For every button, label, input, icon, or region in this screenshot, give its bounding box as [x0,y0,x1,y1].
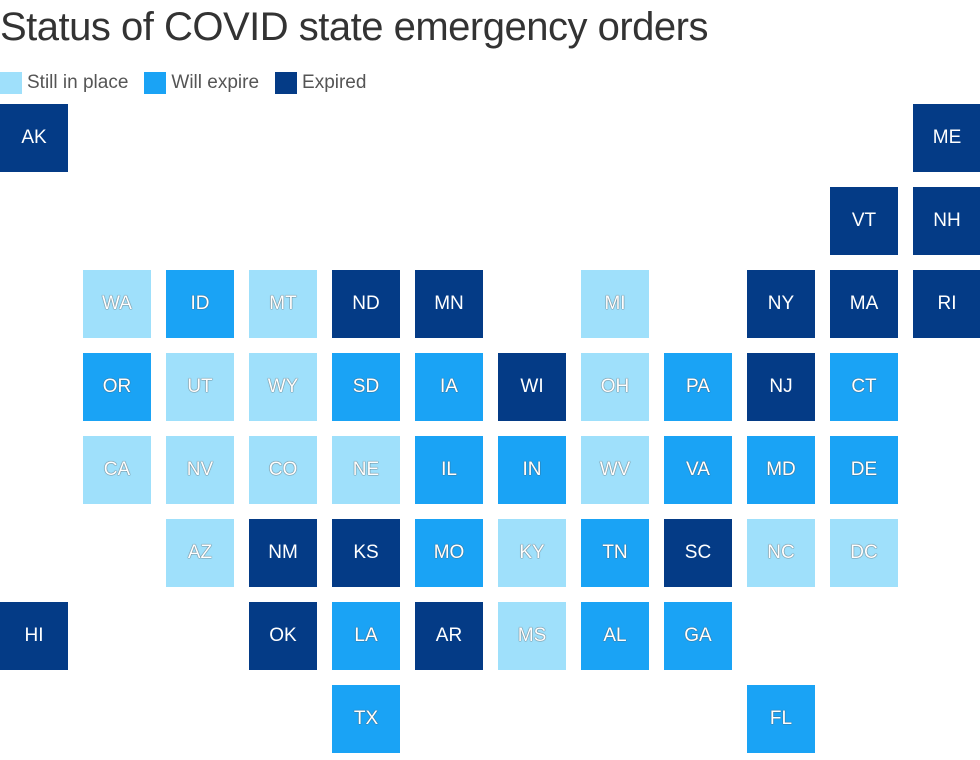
state-tile-vt: VT [830,187,898,255]
state-tile-ne: NE [332,436,400,504]
state-tile-nc: NC [747,519,815,587]
legend-label-will: Will expire [171,72,260,93]
map-title: Status of COVID state emergency orders [0,5,708,49]
state-tile-tn: TN [581,519,649,587]
legend-swatch-will [144,72,167,94]
state-tile-ma: MA [830,270,898,338]
state-tile-pa: PA [664,353,732,421]
state-tile-nj: NJ [747,353,815,421]
state-tile-ca: CA [83,436,151,504]
state-tile-ok: OK [249,602,317,670]
state-tile-ut: UT [166,353,234,421]
state-tile-az: AZ [166,519,234,587]
state-tile-va: VA [664,436,732,504]
state-tile-nm: NM [249,519,317,587]
state-tile-wy: WY [249,353,317,421]
legend-label-expired: Expired [302,72,367,93]
state-tile-in: IN [498,436,566,504]
state-tile-ky: KY [498,519,566,587]
state-tile-wa: WA [83,270,151,338]
legend-swatch-still [0,72,22,94]
state-tile-mi: MI [581,270,649,338]
state-tile-la: LA [332,602,400,670]
state-tile-nv: NV [166,436,234,504]
state-tile-nd: ND [332,270,400,338]
state-tile-co: CO [249,436,317,504]
state-tile-ak: AK [0,104,68,172]
state-tile-hi: HI [0,602,68,670]
state-tile-oh: OH [581,353,649,421]
state-tile-me: ME [913,104,980,172]
legend-swatch-expired [275,72,298,94]
state-tile-al: AL [581,602,649,670]
legend-label-still: Still in place [27,72,129,93]
state-tile-ri: RI [913,270,980,338]
state-tile-il: IL [415,436,483,504]
state-tile-id: ID [166,270,234,338]
state-tile-mn: MN [415,270,483,338]
state-tile-mo: MO [415,519,483,587]
state-tile-wv: WV [581,436,649,504]
legend-item-expired: Expired [275,72,366,94]
state-tile-ga: GA [664,602,732,670]
state-tile-ny: NY [747,270,815,338]
legend-item-still: Still in place [0,72,128,94]
state-tile-ct: CT [830,353,898,421]
state-tile-sd: SD [332,353,400,421]
legend: Still in place Will expire Expired [0,72,382,94]
state-tile-ms: MS [498,602,566,670]
state-tile-ks: KS [332,519,400,587]
state-tile-sc: SC [664,519,732,587]
state-tile-md: MD [747,436,815,504]
state-tile-ia: IA [415,353,483,421]
state-tile-tx: TX [332,685,400,753]
state-tile-wi: WI [498,353,566,421]
state-tile-ar: AR [415,602,483,670]
state-tile-or: OR [83,353,151,421]
state-tile-dc: DC [830,519,898,587]
state-tile-de: DE [830,436,898,504]
state-tile-mt: MT [249,270,317,338]
state-tile-nh: NH [913,187,980,255]
legend-item-will: Will expire [144,72,259,94]
state-tile-fl: FL [747,685,815,753]
